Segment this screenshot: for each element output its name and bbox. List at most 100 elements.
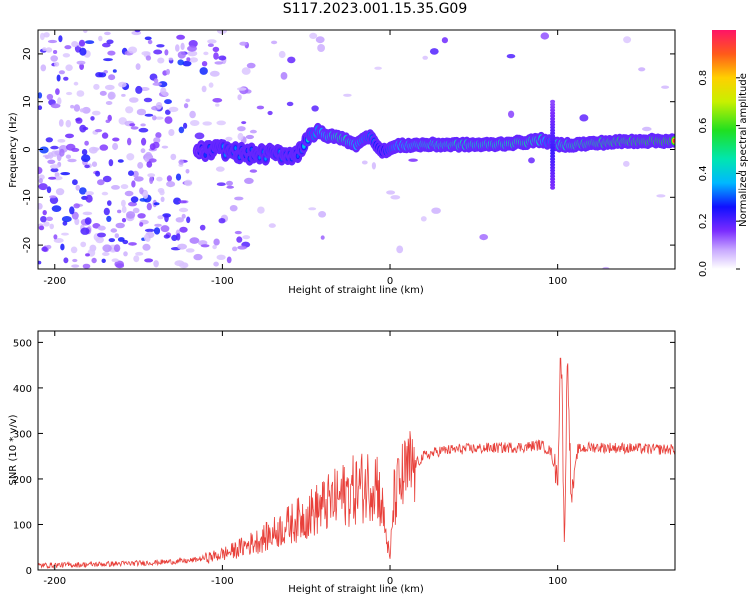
spectrogram-streak-cell [550,145,556,150]
spectrogram-noise-cell [175,173,182,181]
spectrogram-noise-cell [142,190,149,199]
spectrogram-noise-cell [178,207,189,213]
spectrogram-noise-cell [141,137,147,146]
spectrogram-noise-cell [121,205,127,214]
spectrogram-noise-cell [127,137,132,146]
spectrogram-noise-cell [143,97,153,103]
spectrogram-noise-cell [136,108,147,116]
snr-panel: -200 -100 0 100 0 100 200 300 400 500 Height of … [8,330,676,595]
spectrogram-streak-cell [550,122,556,127]
spectrogram-noise-cell [134,30,141,33]
spectrogram-noise-cell [162,91,169,97]
spectrogram-noise-cell [46,186,52,194]
spectrogram-noise-cell [65,119,72,128]
spectrogram-noise-cell [201,61,208,67]
spectrogram-noise-cell [123,251,128,257]
spectrogram-noise-cell [256,105,265,110]
spectrogram-noise-cell [50,103,61,109]
spectrogram-noise-cell [396,245,404,254]
x-tick-label: -200 [43,276,66,287]
x-tick-label: 0 [387,276,393,287]
spectrogram-noise-cell [602,266,610,269]
spectrogram-noise-cell [47,159,56,164]
spectrogram-noise-cell [76,60,86,65]
spectrogram-noise-cell [137,162,144,169]
spectrogram-noise-cell [661,85,670,89]
spectrogram-noise-cell [133,255,140,263]
spectrogram-noise-cell [183,103,189,109]
spectrogram-noise-cell [57,139,66,143]
spectrogram-noise-cell [218,55,227,61]
y-tick-label: 0 [26,566,32,577]
spectrogram-noise-cell [287,56,296,64]
spectrogram-noise-cell [199,224,206,231]
x-tick-label: -200 [43,576,66,587]
spectrogram-noise-cell [218,218,226,224]
spectrogram-noise-cell [441,37,448,44]
spectrogram-noise-cell [71,264,80,268]
y-tick-label: -20 [22,237,33,253]
spectrogram-noise-cell [154,223,162,227]
spectrogram-noise-cell [177,59,184,66]
spectrogram-noise-cell [59,148,65,157]
spectrogram-noise-cell [132,207,140,214]
spectrogram-noise-cell [54,61,60,67]
spectrogram-noise-cell [408,158,418,162]
spectrogram-noise-cell [213,52,219,60]
spectrogram-noise-cell [386,190,396,195]
spectrogram-noise-cell [137,213,146,219]
spectrogram-noise-cell [38,203,43,210]
colorbar-tick-label: 0.0 [698,261,709,277]
spectrogram-noise-cell [193,253,203,261]
spectrogram-noise-cell [144,151,153,160]
spectrogram-noise-cell [642,126,652,132]
spectrogram-noise-cell [431,207,441,214]
spectrogram-noise-cell [101,258,106,263]
spectrogram-noise-cell [189,237,200,244]
spectrogram-noise-cell [267,110,273,116]
spectrogram-noise-cell [175,217,184,223]
spectrogram-noise-cell [56,74,61,82]
snr-y-ticks: 0 100 200 300 400 500 [13,338,675,577]
spectrogram-noise-cell [126,153,135,161]
spectrogram-noise-cell [420,216,427,222]
spectrogram-streak-cell [550,154,556,159]
spectrogram-noise-cell [65,154,71,159]
spectrogram-noise-cell [153,78,159,84]
spectrogram-noise-cell [199,67,208,75]
spectrogram-noise-cell [97,179,105,186]
spectrogram-noise-cell [249,169,258,173]
spectrogram-noise-cell [186,57,191,62]
spectrogram-noise-cell [579,114,589,122]
spectrogram-noise-cell [237,245,247,250]
spectrogram-noise-cell [42,210,47,216]
spectrogram-noise-cell [121,93,126,97]
spectrogram-noise-cell [139,198,148,202]
spectrogram-noise-cell [103,207,110,216]
spectrogram-noise-cell [140,148,146,154]
spectrogram-noise-cell [280,72,288,80]
spectrogram-noise-cell [540,32,550,40]
spectrogram-noise-cell [241,67,251,75]
spectrogram-noise-cell [168,129,175,136]
spectrogram-noise-cell [174,260,185,267]
spectrogram-noise-cell [111,185,120,190]
spectrogram-noise-cell [108,238,116,243]
spectrogram-noise-cell [374,66,382,70]
spectrogram-noise-cell [108,74,116,81]
spectrogram-noise-cell [185,98,191,103]
spectrogram-noise-cell [104,84,115,90]
spectrogram-noise-cell [140,123,146,127]
spectrogram-noise-cell [85,40,95,44]
spectrogram-noise-cell [38,166,43,175]
spectrogram-noise-cell [95,170,101,177]
spectrogram-noise-cell [164,214,169,223]
spectrogram-noise-cell [38,105,43,110]
spectrogram-noise-cell [138,127,149,133]
spectrogram-noise-cell [226,180,233,186]
spectrogram-noise-cell [130,126,139,130]
spectrogram-noise-cell [201,85,207,93]
x-tick-label: -100 [211,276,234,287]
spectrogram-noise-cell [242,235,251,240]
spectrogram-noise-cell [185,248,195,253]
